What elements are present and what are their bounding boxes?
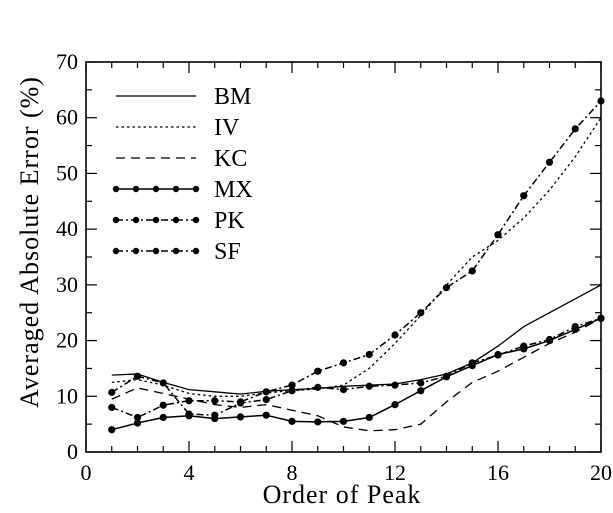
data-point-pk [262, 388, 270, 396]
legend-marker-mx [112, 185, 120, 193]
data-point-pk [468, 267, 476, 275]
x-tick-label: 4 [184, 460, 195, 485]
data-point-pk [133, 413, 142, 422]
data-point-sf [391, 381, 399, 389]
y-tick-label: 20 [56, 328, 78, 353]
legend-marker-pk [132, 216, 140, 224]
data-point-pk [211, 397, 219, 405]
data-point-pk [442, 284, 451, 292]
data-point-mx [133, 419, 142, 427]
legend-marker-mx [132, 185, 140, 193]
x-tick-label: 12 [384, 460, 406, 485]
data-point-pk [339, 359, 348, 367]
data-point-mx [417, 387, 425, 395]
plot-frame [85, 61, 602, 453]
series-line-pk [111, 100, 602, 419]
data-point-pk [159, 401, 167, 409]
legend-marker-sf [132, 247, 140, 255]
data-point-pk [571, 125, 579, 133]
data-point-sf [442, 372, 451, 380]
series-layer [108, 97, 605, 434]
data-point-pk [314, 367, 322, 375]
data-point-pk [288, 381, 296, 389]
legend-marker-mx [172, 185, 180, 193]
data-point-mx [339, 417, 348, 425]
data-point-mx [288, 417, 296, 425]
series-line-iv [111, 117, 602, 397]
y-tick-label: 40 [56, 216, 78, 241]
legend-marker-pk [192, 216, 200, 224]
data-point-pk [520, 192, 528, 200]
x-tick-label: 8 [287, 460, 298, 485]
legend-label-iv: IV [214, 115, 240, 141]
data-point-sf [365, 382, 373, 390]
y-tick-label: 60 [56, 105, 78, 130]
data-point-mx [262, 411, 270, 419]
data-point-mx [236, 413, 245, 421]
x-tick-label: 0 [81, 460, 92, 485]
data-point-sf [571, 323, 579, 331]
data-point-pk [365, 350, 373, 359]
legend-marker-sf [112, 247, 120, 255]
legend-label-mx: MX [214, 177, 253, 203]
data-point-mx [391, 401, 399, 409]
data-point-pk [185, 397, 193, 405]
data-point-sf [417, 379, 425, 387]
data-point-mx [314, 418, 322, 426]
series-line-mx [111, 317, 602, 431]
series-line-bm [111, 284, 602, 395]
legend-marker-sf [172, 247, 180, 255]
data-point-pk [108, 403, 116, 412]
legend-label-bm: BM [214, 84, 251, 110]
data-point-sf [262, 396, 270, 404]
data-point-mx [159, 413, 167, 422]
data-point-sf [211, 411, 219, 419]
data-point-sf [185, 410, 193, 418]
legend-marker-sf [152, 247, 160, 255]
x-tick-label: 16 [487, 460, 509, 485]
series-line-sf [111, 317, 602, 416]
y-axis-label: Averaged Absolute Error (%) [15, 76, 44, 408]
legend-label-sf: SF [214, 239, 241, 265]
data-point-pk [597, 97, 605, 105]
data-point-mx [108, 426, 116, 434]
data-point-pk [545, 158, 554, 166]
legend-label-kc: KC [214, 146, 247, 172]
data-point-sf [236, 399, 245, 407]
legend: BM IV KC MX PK SF [112, 84, 253, 265]
y-tick-label: 50 [56, 160, 78, 185]
legend-marker-mx [192, 185, 200, 193]
legend-marker-pk [172, 216, 180, 224]
data-point-pk [391, 331, 399, 339]
data-point-sf [545, 335, 554, 344]
series-line-kc [111, 317, 602, 432]
data-point-sf [108, 388, 116, 396]
data-point-sf [597, 314, 605, 322]
legend-marker-sf [192, 247, 200, 255]
data-point-sf [520, 342, 528, 350]
legend-marker-pk [152, 216, 160, 224]
data-point-sf [494, 351, 502, 359]
legend-marker-pk [112, 216, 120, 224]
data-point-sf [159, 379, 167, 387]
data-point-sf [468, 359, 476, 367]
y-tick-label: 0 [67, 439, 78, 464]
data-point-sf [339, 386, 348, 394]
data-point-pk [417, 309, 425, 317]
y-tick-label: 70 [56, 49, 78, 74]
y-tick-label: 30 [56, 272, 78, 297]
x-tick-label: 20 [590, 460, 612, 485]
data-point-sf [133, 372, 142, 380]
data-point-sf [288, 387, 296, 395]
axes: 0 4 8 12 16 20 0 10 20 30 40 50 60 70 [56, 49, 612, 485]
data-point-pk [494, 231, 502, 239]
y-tick-label: 10 [56, 383, 78, 408]
legend-marker-mx [152, 185, 160, 193]
data-point-mx [365, 413, 373, 422]
legend-label-pk: PK [214, 208, 245, 234]
x-axis-label: Order of Peak [263, 480, 422, 509]
data-point-sf [314, 383, 322, 391]
